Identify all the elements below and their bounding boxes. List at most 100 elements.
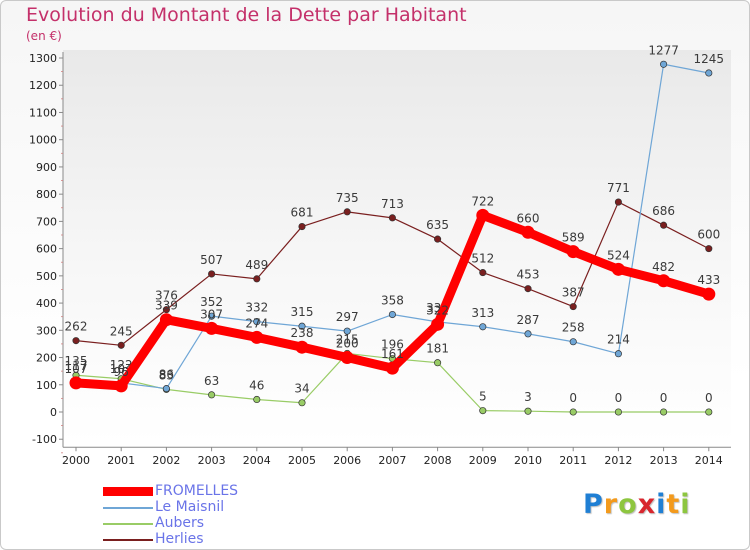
logo-letter: o [618,489,638,520]
data-label-le-maisnil: 313 [471,306,494,320]
data-point-fromelles [431,317,445,331]
data-label-aubers: 181 [426,342,449,356]
data-point-le-maisnil [253,318,261,326]
data-label-herlies: 245 [110,324,133,338]
data-label-aubers: 215 [336,332,359,346]
y-tick-label: 0 [50,406,57,419]
data-point-le-maisnil [298,322,306,330]
x-tick-label: 2008 [424,454,452,467]
data-label-fromelles: 307 [200,307,223,321]
data-label-aubers: 63 [204,374,219,388]
data-label-herlies: 771 [607,181,630,195]
data-label-aubers: 196 [381,338,404,352]
data-label-aubers: 3 [524,390,532,404]
data-label-le-maisnil: 1277 [648,43,679,57]
data-label-herlies: 600 [697,228,720,242]
data-label-herlies: 635 [426,218,449,232]
data-point-le-maisnil [343,327,351,335]
legend-label-fromelles: FROMELLES [155,483,239,499]
data-point-le-maisnil [524,330,532,338]
data-label-fromelles: 96 [114,365,129,379]
data-point-herlies [479,269,487,277]
data-label-aubers: 0 [569,391,577,405]
data-label-fromelles: 524 [607,248,630,262]
data-label-aubers: 0 [660,391,668,405]
data-label-le-maisnil: 297 [336,310,359,324]
data-point-aubers [524,407,532,415]
data-point-fromelles [611,262,625,276]
data-point-le-maisnil [208,312,216,320]
data-point-le-maisnil [660,60,668,68]
data-point-le-maisnil [569,338,577,346]
data-label-herlies: 686 [652,204,675,218]
x-tick-label: 2011 [559,454,587,467]
data-label-aubers: 5 [479,390,487,404]
y-tick-label: 900 [36,161,57,174]
data-point-fromelles [69,376,83,390]
data-label-le-maisnil: 1245 [694,52,725,66]
data-label-le-maisnil: 358 [381,294,404,308]
data-point-aubers [298,399,306,407]
data-label-aubers: 0 [705,391,713,405]
data-label-fromelles: 200 [336,337,359,351]
data-label-herlies: 376 [155,289,178,303]
y-tick-label: 1300 [29,52,57,65]
data-point-fromelles [385,361,399,375]
y-tick-label: 300 [36,324,57,337]
data-label-fromelles: 238 [291,326,314,340]
legend-label-le-maisnil: Le Maisnil [155,499,225,515]
data-label-fromelles: 339 [155,299,178,313]
data-point-fromelles [250,330,264,344]
data-label-fromelles: 722 [471,194,494,208]
data-label-le-maisnil: 332 [245,301,268,315]
data-point-herlies [343,208,351,216]
legend-label-herlies: Herlies [155,531,204,547]
data-point-aubers [614,408,622,416]
data-point-fromelles [657,274,671,288]
data-point-herlies [660,221,668,229]
data-label-le-maisnil: 86 [159,368,174,382]
chart-subtitle: (en €) [26,29,62,43]
data-point-fromelles [340,351,354,365]
data-point-aubers [208,391,216,399]
data-label-le-maisnil: 352 [200,295,223,309]
data-point-aubers [434,359,442,367]
x-tick-label: 2005 [288,454,316,467]
data-point-fromelles [114,379,128,393]
legend-swatch-aubers [103,523,153,525]
data-label-herlies: 507 [200,253,223,267]
data-label-aubers: 83 [159,368,174,382]
data-label-fromelles: 322 [426,303,449,317]
data-label-herlies: 489 [245,258,268,272]
data-point-aubers [660,408,668,416]
x-tick-label: 2006 [333,454,361,467]
x-tick-label: 2004 [243,454,271,467]
data-label-fromelles: 433 [697,273,720,287]
data-point-herlies [569,303,577,311]
data-label-fromelles: 589 [562,231,585,245]
data-label-herlies: 713 [381,197,404,211]
y-tick-label: 600 [36,243,57,256]
data-point-aubers [705,408,713,416]
y-tick-label: -100 [32,433,57,446]
data-label-herlies: 453 [517,268,540,282]
data-point-herlies [117,341,125,349]
x-tick-label: 2010 [514,454,542,467]
logo-letter: x [637,489,657,520]
data-point-fromelles [205,321,219,335]
legend-swatch-herlies [103,539,153,541]
legend-swatch-le-maisnil [103,507,153,509]
y-tick-label: 400 [36,297,57,310]
data-label-le-maisnil: 117 [65,359,88,373]
data-label-le-maisnil: 258 [562,321,585,335]
data-label-le-maisnil: 315 [291,305,314,319]
y-tick-label: 500 [36,270,57,283]
data-label-herlies: 387 [562,286,585,300]
data-label-aubers: 34 [294,382,309,396]
logo-letter: i [680,489,691,520]
data-label-herlies: 735 [336,191,359,205]
data-point-herlies [298,223,306,231]
data-label-aubers: 135 [65,354,88,368]
x-tick-label: 2001 [107,454,135,467]
data-point-aubers [253,395,261,404]
